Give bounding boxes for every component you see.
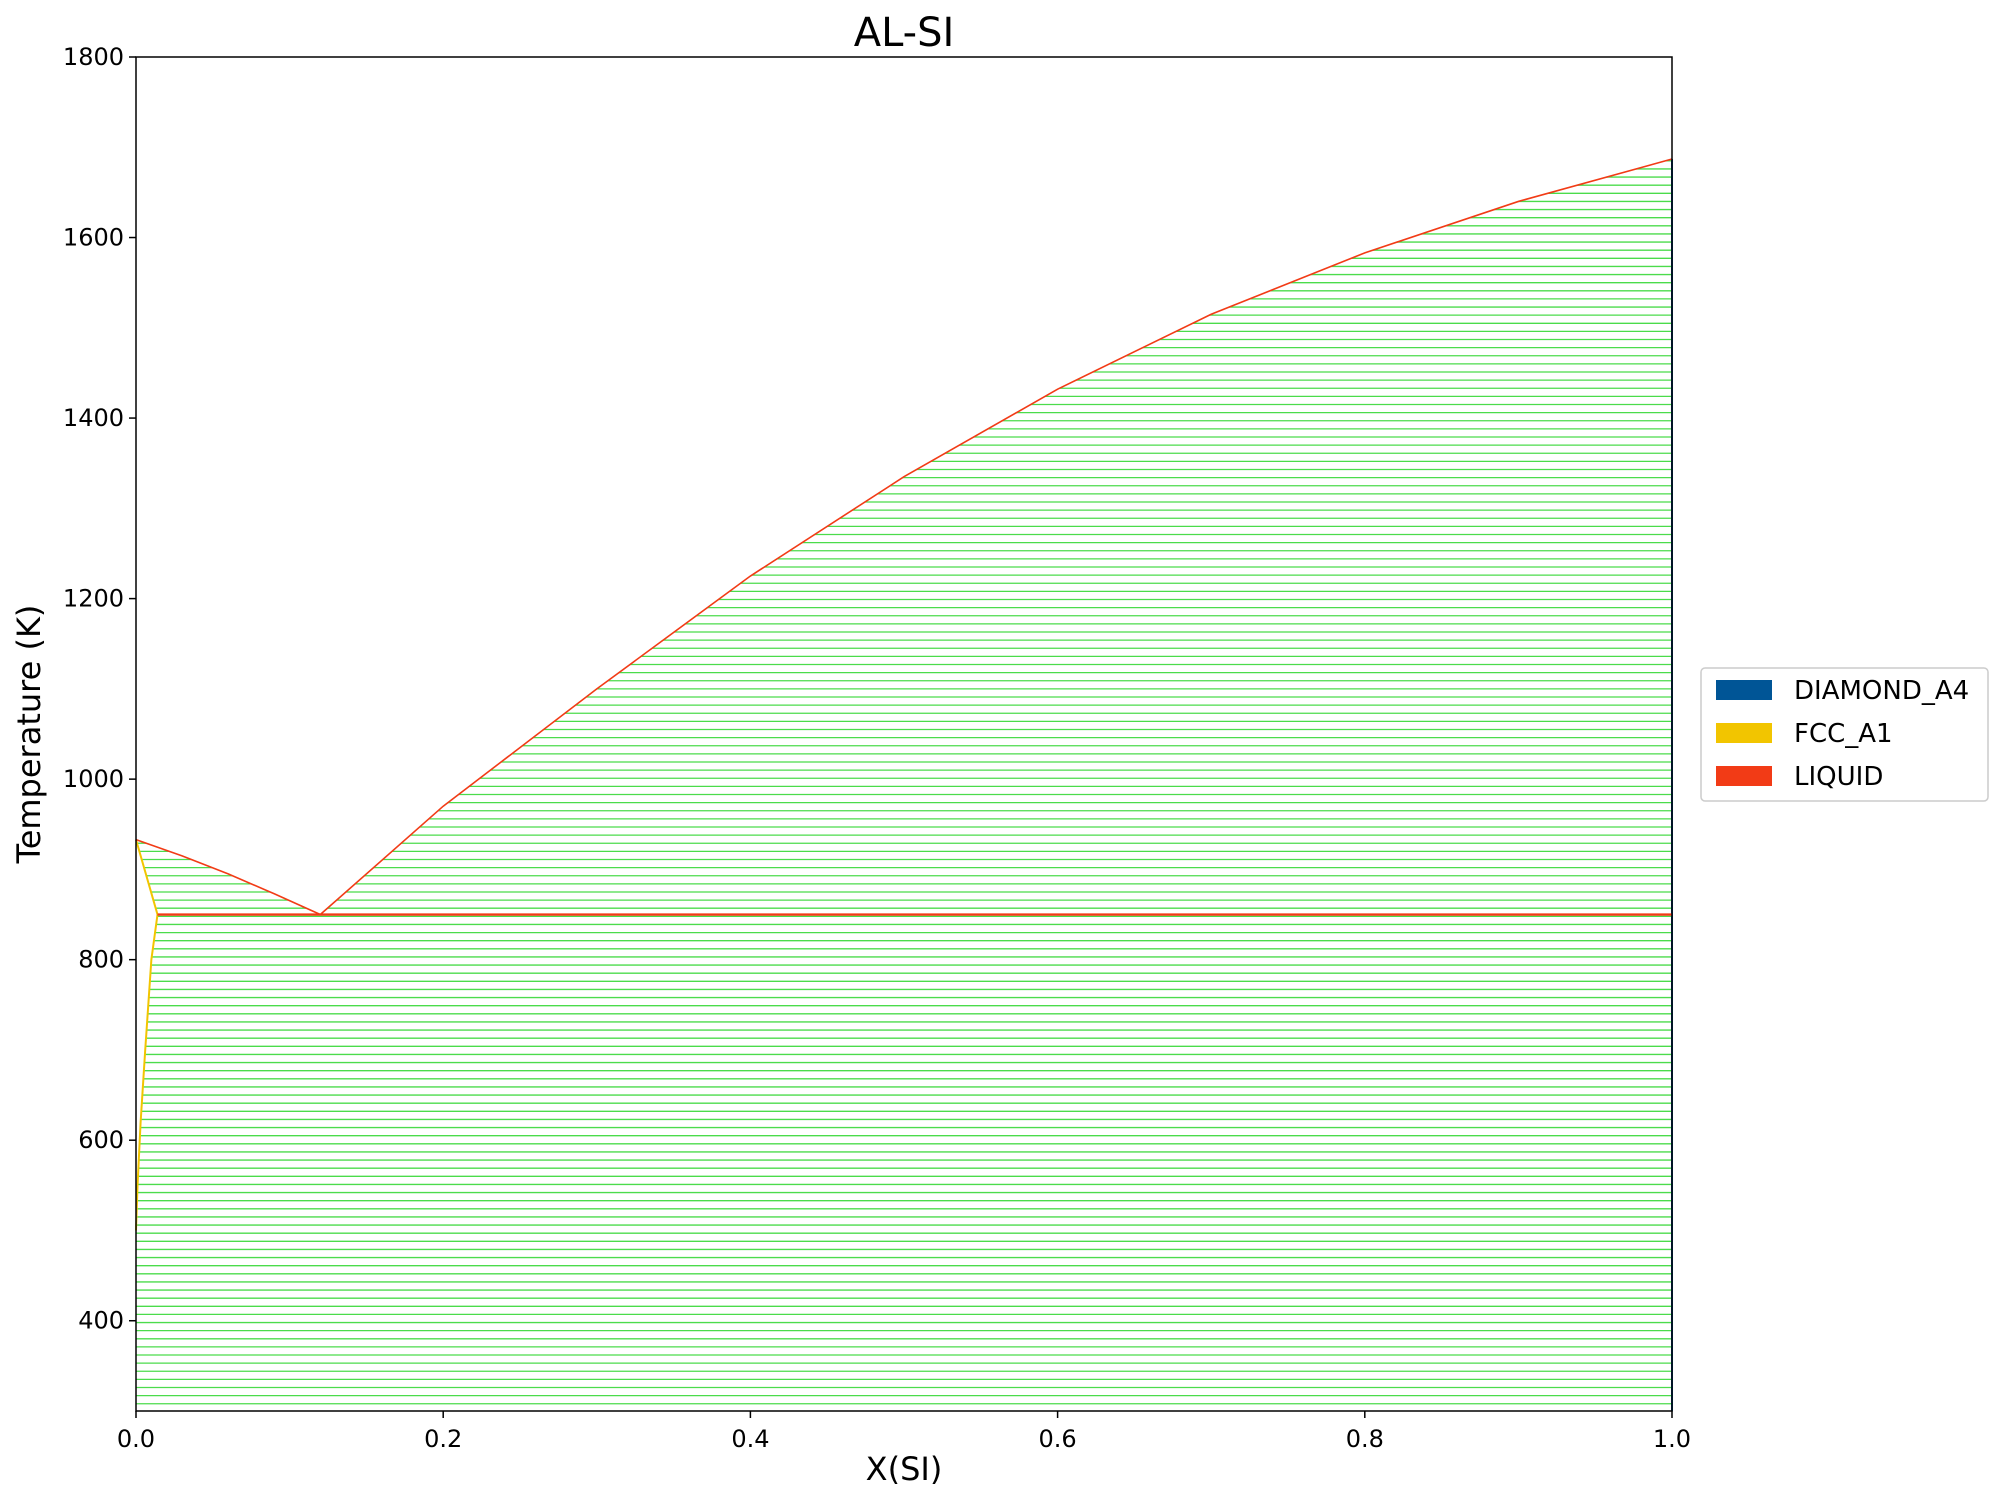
y-tick-label: 1000	[63, 765, 124, 793]
y-axis-label: Temperature (K)	[10, 605, 48, 865]
liquidus-si-side-line	[319, 158, 1673, 916]
chart-title: AL-SI	[854, 10, 955, 56]
x-tick-label: 1.0	[1653, 1425, 1691, 1453]
x-tick-label: 0.6	[1039, 1425, 1077, 1453]
x-tick-label: 0.2	[424, 1425, 462, 1453]
x-tick-label: 0.4	[731, 1425, 769, 1453]
legend-label: DIAMOND_A4	[1794, 676, 1969, 706]
x-tick-label: 0.8	[1346, 1425, 1384, 1453]
legend-label: FCC_A1	[1794, 719, 1893, 749]
liquidus-al-side-line	[135, 838, 321, 916]
x-axis-label: X(SI)	[866, 1450, 943, 1488]
fcc-solidus-line	[135, 839, 159, 915]
x-tick-label: 0.0	[117, 1425, 155, 1453]
x-axis-ticks: 0.0 0.2 0.4 0.6 0.8 1.0	[117, 1411, 1691, 1453]
y-tick-label: 1400	[63, 404, 124, 432]
y-tick-label: 1800	[63, 43, 124, 71]
legend-label: LIQUID	[1794, 762, 1883, 792]
legend-swatch	[1716, 680, 1772, 700]
legend-items: DIAMOND_A4 FCC_A1 LIQUID	[1716, 676, 1969, 792]
y-tick-label: 600	[78, 1126, 124, 1154]
y-tick-label: 800	[78, 946, 124, 974]
fcc-solvus-line	[135, 914, 159, 1231]
y-tick-label: 400	[78, 1307, 124, 1335]
y-tick-label: 1600	[63, 224, 124, 252]
legend-swatch	[1716, 723, 1772, 743]
legend: DIAMOND_A4 FCC_A1 LIQUID	[1700, 667, 1989, 802]
legend-swatch	[1716, 766, 1772, 786]
legend-box	[1700, 667, 1989, 802]
phase-boundaries	[135, 158, 1673, 1411]
y-tick-label: 1200	[63, 585, 124, 613]
y-axis-ticks: 400 600 800 1000 1200 1400 1600 1800	[63, 43, 136, 1335]
tie-lines	[136, 160, 1672, 1405]
plot-frame	[135, 56, 1673, 1412]
